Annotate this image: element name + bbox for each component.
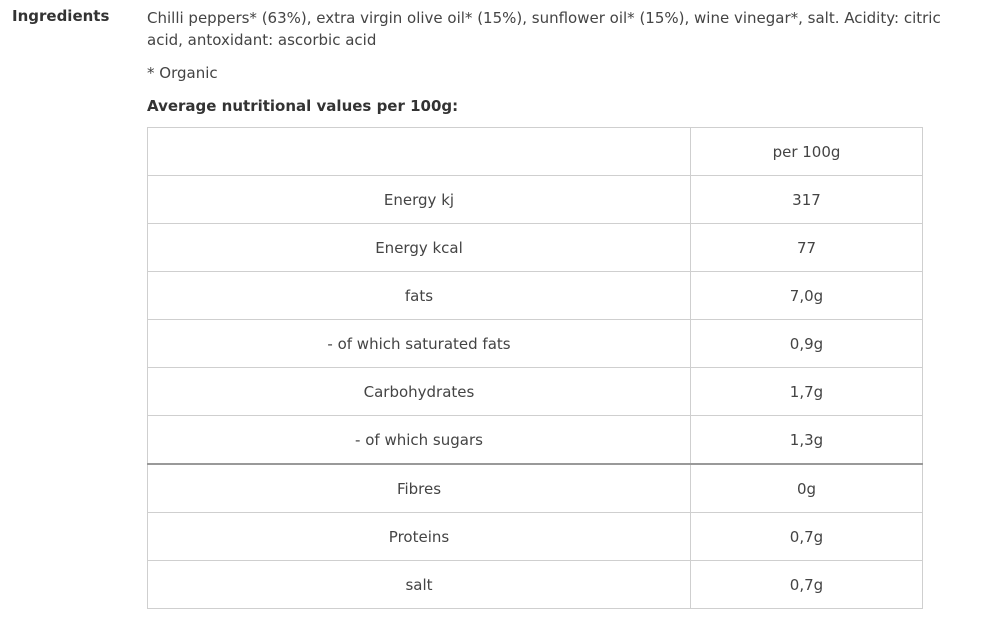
table-row: fats 7,0g: [147, 271, 923, 320]
nutrient-name: Carbohydrates: [147, 367, 691, 416]
footnote: * Organic: [147, 64, 218, 82]
table-row: Proteins 0,7g: [147, 512, 923, 561]
header-row: per 100g: [147, 127, 923, 176]
section-label: Ingredients: [12, 7, 110, 25]
ingredients-text: Chilli peppers* (63%), extra virgin oliv…: [147, 9, 941, 49]
nutrient-name: Proteins: [147, 512, 691, 561]
nutrient-value: 7,0g: [690, 271, 923, 320]
content: Chilli peppers* (63%), extra virgin oliv…: [147, 7, 957, 117]
table-row: salt 0,7g: [147, 560, 923, 609]
nutrient-value: 0,7g: [690, 560, 923, 609]
nutrition-table: per 100g Energy kj 317 Energy kcal 77 fats 7,…: [147, 127, 923, 609]
table-row: Energy kcal 77: [147, 223, 923, 272]
nutrient-name: fats: [147, 271, 691, 320]
nutrient-name: Energy kcal: [147, 223, 691, 272]
nutrient-value: 317: [690, 175, 923, 224]
table-row: Carbohydrates 1,7g: [147, 367, 923, 416]
nutrient-name: Fibres: [147, 463, 691, 513]
table-body: per 100g Energy kj 317 Energy kcal 77 fats 7,…: [147, 127, 923, 609]
header-cell: [147, 127, 691, 176]
nutrient-name: - of which sugars: [147, 415, 691, 465]
table-row: - of which sugars 1,3g: [147, 415, 923, 465]
nutrient-value: 1,7g: [690, 367, 923, 416]
nutrient-value: 0,9g: [690, 319, 923, 368]
table-row: Energy kj 317: [147, 175, 923, 224]
nutrient-name: Energy kj: [147, 175, 691, 224]
nutrient-value: 0,7g: [690, 512, 923, 561]
table-row: - of which saturated fats 0,9g: [147, 319, 923, 368]
nutrient-value: 77: [690, 223, 923, 272]
table-row: Fibres 0g: [147, 463, 923, 513]
nutrient-value: 0g: [690, 463, 923, 513]
nutrient-name: salt: [147, 560, 691, 609]
nutrient-name: - of which saturated fats: [147, 319, 691, 368]
header-cell: per 100g: [690, 127, 923, 176]
nutrient-value: 1,3g: [690, 415, 923, 465]
table-title: Average nutritional values per 100g:: [147, 97, 459, 115]
